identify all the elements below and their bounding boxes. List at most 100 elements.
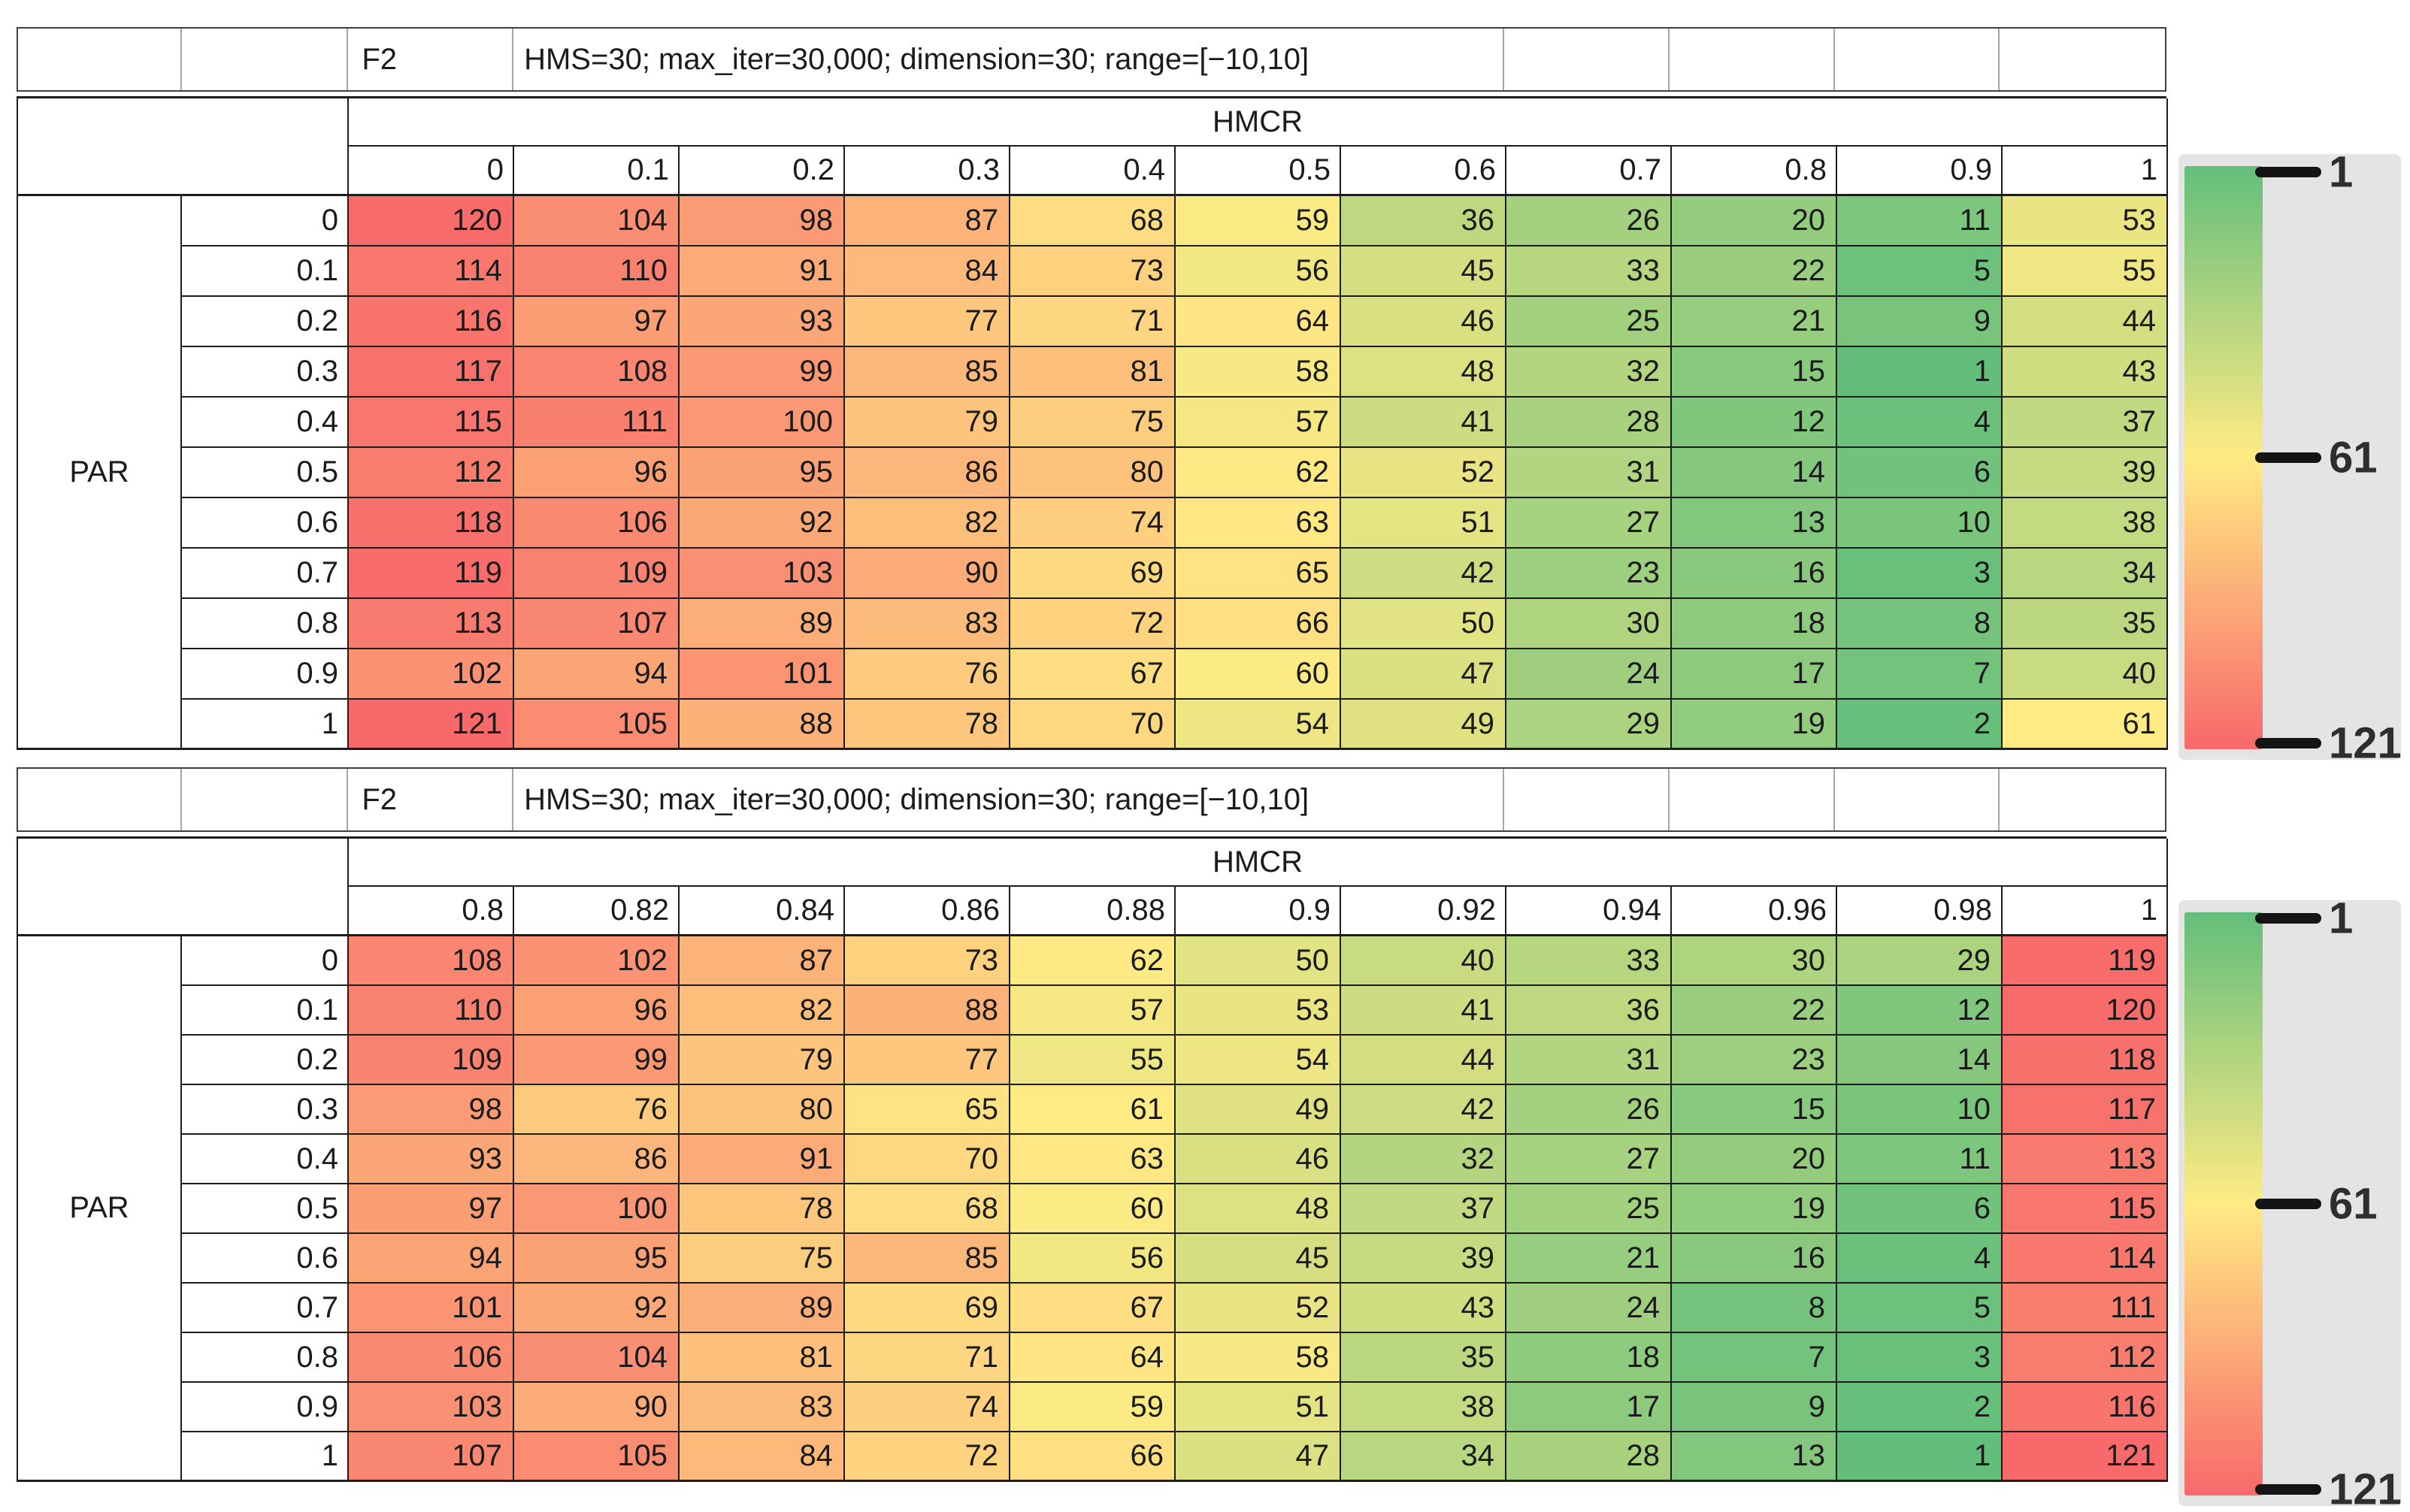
heatmap-cell[interactable]: 50	[1341, 599, 1506, 649]
function-name-cell[interactable]: F2	[348, 769, 514, 830]
heatmap-cell[interactable]: 57	[1176, 398, 1341, 448]
heatmap-cell[interactable]: 17	[1506, 1383, 1672, 1432]
heatmap-cell[interactable]: 30	[1506, 599, 1672, 649]
row-header-cell[interactable]: 0.7	[182, 549, 349, 599]
heatmap-cell[interactable]: 86	[514, 1135, 680, 1184]
col-header-cell[interactable]: 0.1	[514, 147, 680, 196]
heatmap-cell[interactable]: 111	[2003, 1284, 2168, 1333]
heatmap-cell[interactable]: 62	[1176, 448, 1341, 498]
heatmap-cell[interactable]: 96	[514, 448, 680, 498]
heatmap-cell[interactable]: 11	[1837, 196, 2003, 246]
heatmap-cell[interactable]: 103	[349, 1383, 514, 1432]
heatmap-cell[interactable]: 106	[349, 1333, 514, 1383]
heatmap-cell[interactable]: 102	[349, 649, 514, 700]
heatmap-cell[interactable]: 93	[680, 297, 845, 347]
heatmap-cell[interactable]: 106	[514, 498, 680, 549]
hmcr-axis-header[interactable]: HMCR	[349, 839, 2168, 887]
heatmap-cell[interactable]: 91	[680, 246, 845, 297]
heatmap-cell[interactable]: 97	[349, 1184, 514, 1234]
heatmap-cell[interactable]: 40	[1341, 936, 1506, 986]
heatmap-cell[interactable]: 97	[514, 297, 680, 347]
heatmap-cell[interactable]: 38	[1341, 1383, 1506, 1432]
heatmap-cell[interactable]: 48	[1341, 347, 1506, 398]
row-header-cell[interactable]: 0.4	[182, 1135, 349, 1184]
heatmap-cell[interactable]: 54	[1176, 1036, 1341, 1085]
heatmap-cell[interactable]: 4	[1837, 1234, 2003, 1284]
heatmap-cell[interactable]: 71	[845, 1333, 1010, 1383]
heatmap-cell[interactable]: 116	[2003, 1383, 2168, 1432]
heatmap-cell[interactable]: 59	[1176, 196, 1341, 246]
heatmap-cell[interactable]: 9	[1837, 297, 2003, 347]
heatmap-cell[interactable]: 113	[349, 599, 514, 649]
heatmap-cell[interactable]: 58	[1176, 1333, 1341, 1383]
heatmap-cell[interactable]: 34	[2003, 549, 2168, 599]
heatmap-cell[interactable]: 54	[1176, 700, 1341, 750]
heatmap-cell[interactable]: 28	[1506, 1432, 1672, 1482]
heatmap-cell[interactable]: 24	[1506, 1284, 1672, 1333]
heatmap-cell[interactable]: 99	[514, 1036, 680, 1085]
heatmap-cell[interactable]: 49	[1341, 700, 1506, 750]
heatmap-cell[interactable]: 12	[1837, 986, 2003, 1036]
heatmap-cell[interactable]: 61	[1010, 1085, 1176, 1135]
heatmap-cell[interactable]: 2	[1837, 700, 2003, 750]
heatmap-cell[interactable]: 60	[1010, 1184, 1176, 1234]
heatmap-cell[interactable]: 118	[349, 498, 514, 549]
heatmap-cell[interactable]: 87	[680, 936, 845, 986]
heatmap-cell[interactable]: 29	[1506, 700, 1672, 750]
heatmap-cell[interactable]: 98	[680, 196, 845, 246]
heatmap-cell[interactable]: 95	[514, 1234, 680, 1284]
heatmap-cell[interactable]: 92	[514, 1284, 680, 1333]
row-header-cell[interactable]: 0.9	[182, 649, 349, 700]
heatmap-cell[interactable]: 76	[845, 649, 1010, 700]
heatmap-cell[interactable]: 72	[845, 1432, 1010, 1482]
heatmap-cell[interactable]: 7	[1837, 649, 2003, 700]
heatmap-cell[interactable]: 28	[1506, 398, 1672, 448]
heatmap-cell[interactable]: 39	[2003, 448, 2168, 498]
heatmap-cell[interactable]: 53	[1176, 986, 1341, 1036]
heatmap-cell[interactable]: 85	[845, 347, 1010, 398]
col-header-cell[interactable]: 0.7	[1506, 147, 1672, 196]
heatmap-cell[interactable]: 86	[845, 448, 1010, 498]
heatmap-cell[interactable]: 117	[349, 347, 514, 398]
heatmap-cell[interactable]: 3	[1837, 1333, 2003, 1383]
heatmap-cell[interactable]: 38	[2003, 498, 2168, 549]
col-header-cell[interactable]: 0.3	[845, 147, 1010, 196]
row-header-cell[interactable]: 1	[182, 700, 349, 750]
heatmap-cell[interactable]: 19	[1672, 1184, 1837, 1234]
heatmap-cell[interactable]: 77	[845, 297, 1010, 347]
heatmap-cell[interactable]: 56	[1010, 1234, 1176, 1284]
heatmap-cell[interactable]: 89	[680, 599, 845, 649]
heatmap-cell[interactable]: 15	[1672, 1085, 1837, 1135]
heatmap-cell[interactable]: 46	[1176, 1135, 1341, 1184]
heatmap-cell[interactable]: 69	[845, 1284, 1010, 1333]
heatmap-cell[interactable]: 79	[680, 1036, 845, 1085]
par-axis-header[interactable]: PAR	[18, 936, 182, 1482]
heatmap-cell[interactable]: 2	[1837, 1383, 2003, 1432]
row-header-cell[interactable]: 0.6	[182, 498, 349, 549]
heatmap-cell[interactable]: 103	[680, 549, 845, 599]
heatmap-cell[interactable]: 88	[680, 700, 845, 750]
heatmap-cell[interactable]: 27	[1506, 498, 1672, 549]
row-header-cell[interactable]: 0.1	[182, 986, 349, 1036]
heatmap-cell[interactable]: 76	[514, 1085, 680, 1135]
heatmap-cell[interactable]: 121	[349, 700, 514, 750]
heatmap-cell[interactable]: 12	[1672, 398, 1837, 448]
empty-title-cell[interactable]	[182, 769, 349, 830]
col-header-cell[interactable]: 0.6	[1341, 147, 1506, 196]
heatmap-cell[interactable]: 8	[1837, 599, 2003, 649]
heatmap-cell[interactable]: 6	[1837, 448, 2003, 498]
heatmap-cell[interactable]: 3	[1837, 549, 2003, 599]
row-header-cell[interactable]: 0.5	[182, 448, 349, 498]
hmcr-axis-header[interactable]: HMCR	[349, 98, 2168, 147]
corner-cell[interactable]	[18, 98, 349, 196]
heatmap-cell[interactable]: 111	[514, 398, 680, 448]
heatmap-cell[interactable]: 115	[2003, 1184, 2168, 1234]
heatmap-cell[interactable]: 96	[514, 986, 680, 1036]
heatmap-cell[interactable]: 77	[845, 1036, 1010, 1085]
heatmap-cell[interactable]: 1	[1837, 347, 2003, 398]
heatmap-cell[interactable]: 69	[1010, 549, 1176, 599]
heatmap-cell[interactable]: 105	[514, 700, 680, 750]
heatmap-cell[interactable]: 35	[1341, 1333, 1506, 1383]
heatmap-cell[interactable]: 80	[680, 1085, 845, 1135]
heatmap-cell[interactable]: 60	[1176, 649, 1341, 700]
